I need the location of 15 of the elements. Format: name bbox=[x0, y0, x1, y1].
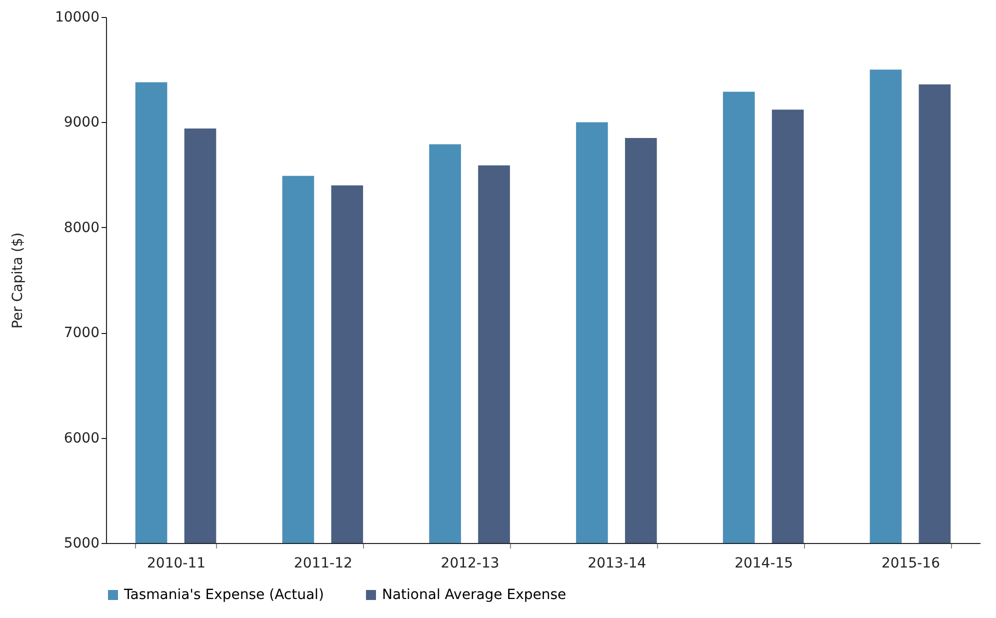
x-tick-label: 2015-16 bbox=[881, 556, 940, 572]
x-tick-label: 2014-15 bbox=[734, 556, 794, 572]
x-tick-label: 2012-13 bbox=[440, 556, 500, 572]
x-tick-label: 2013-14 bbox=[588, 556, 646, 572]
y-tick-label: 7000 bbox=[64, 325, 100, 342]
x-tick-label: 2010-11 bbox=[147, 556, 206, 572]
y-tick-label: 10000 bbox=[54, 10, 100, 26]
y-tick-label: 8000 bbox=[64, 220, 100, 236]
legend-label: Tasmania's Expense (Actual) bbox=[123, 587, 324, 603]
y-axis-title: Per Capita ($) bbox=[10, 232, 26, 329]
legend-label: National Average Expense bbox=[382, 587, 566, 603]
x-tick-label: 2011-12 bbox=[294, 556, 352, 572]
y-tick-label: 5000 bbox=[64, 536, 100, 552]
y-tick-label: 9000 bbox=[64, 114, 100, 131]
y-tick-label: 6000 bbox=[64, 430, 100, 446]
